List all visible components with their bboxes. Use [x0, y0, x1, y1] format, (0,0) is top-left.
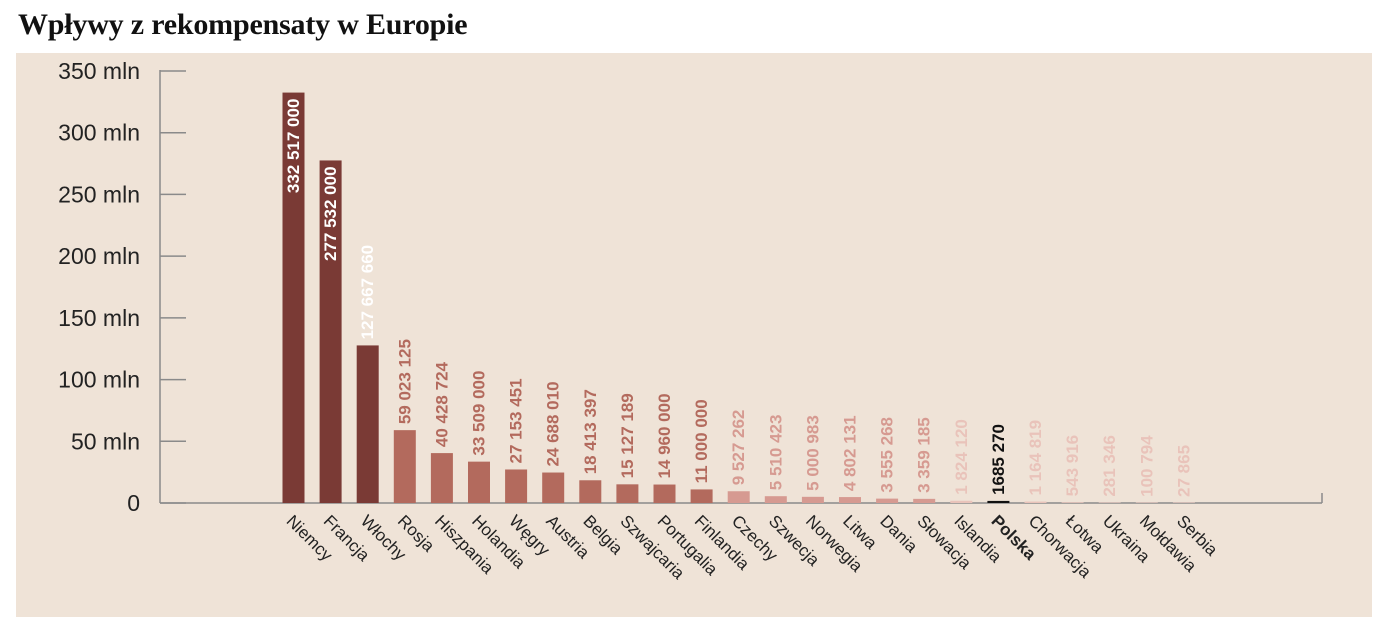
value-label: 27 865: [1174, 445, 1193, 497]
chart-panel: [16, 53, 1372, 617]
bar-dania: [876, 498, 899, 503]
y-tick-label: 50 mln: [71, 428, 140, 454]
value-labels: 332 517 000 277 532 000 127 667 660 59 023 …: [284, 99, 1193, 497]
value-label: 332 517 000: [284, 99, 303, 194]
value-label: 9 527 262: [729, 410, 748, 486]
bar-ukraina: [1098, 502, 1121, 503]
bar-islandia: [950, 500, 973, 503]
bar-węgry: [505, 469, 528, 503]
bar-norwegia: [801, 496, 824, 503]
bar-chorwacja: [1024, 501, 1047, 503]
value-label: 1685 270: [989, 424, 1008, 495]
value-label: 127 667 660: [358, 245, 377, 340]
value-label: 1 824 120: [952, 419, 971, 495]
bar-hiszpania: [430, 453, 453, 503]
value-label: 11 000 000: [692, 399, 711, 483]
bar-szwajcaria: [616, 484, 639, 503]
bar-austria: [542, 472, 565, 503]
bar-szwecja: [764, 496, 787, 503]
value-label: 1 164 819: [1026, 420, 1045, 496]
value-label: 281 346: [1100, 435, 1119, 496]
bar-portugalia: [653, 484, 676, 503]
bar-mołdawia: [1135, 502, 1158, 503]
y-tick-label: 250 mln: [58, 181, 140, 207]
value-label: 4 802 131: [841, 415, 860, 491]
bar-holandia: [468, 461, 490, 503]
value-label: 18 413 397: [581, 389, 600, 474]
y-tick-label: 200 mln: [58, 243, 140, 269]
bars: [282, 92, 1195, 504]
bar-włochy: [356, 345, 379, 503]
y-tick-label: 0: [127, 490, 140, 516]
chart-title: Wpływy z rekompensaty w Europie: [18, 8, 468, 41]
y-tick-label: 150 mln: [58, 305, 140, 331]
y-tick-label: 300 mln: [58, 120, 140, 146]
bar-litwa: [839, 497, 861, 503]
y-tick-label: 100 mln: [58, 367, 140, 393]
value-label: 277 532 000: [321, 166, 340, 261]
value-label: 543 916: [1063, 435, 1082, 496]
category-label: Dania: [876, 511, 921, 556]
value-label: 59 023 125: [395, 339, 414, 424]
bar-łotwa: [1061, 502, 1084, 503]
value-label: 24 688 010: [544, 381, 563, 466]
y-tick-label: 350 mln: [58, 58, 140, 84]
bar-francja: [319, 160, 342, 503]
axes: 0 50 mln 100 mln 150 mln 200 mln 250 mln 300 m…: [58, 58, 1323, 516]
value-label: 33 509 000: [470, 371, 489, 456]
bar-polska: [987, 500, 1010, 503]
value-label: 40 428 724: [432, 361, 451, 447]
value-label: 14 960 000: [655, 393, 674, 478]
bar-słowacja: [913, 498, 936, 503]
bar-belgia: [579, 480, 602, 503]
value-label: 3 555 268: [878, 417, 897, 493]
value-label: 5 510 423: [766, 415, 785, 491]
bar-czechy: [727, 491, 750, 503]
value-label: 15 127 189: [618, 393, 637, 478]
value-label: 27 153 451: [507, 378, 526, 463]
bar-niemcy: [282, 92, 305, 504]
value-label: 3 359 185: [915, 417, 934, 493]
category-labels: NiemcyFrancjaWłochyRosjaHiszpaniaHolandi…: [283, 511, 1222, 583]
bar-rosja: [393, 430, 416, 503]
value-label: 5 000 983: [803, 415, 822, 491]
value-label: 100 794: [1137, 435, 1156, 497]
bar-serbia: [1172, 502, 1195, 503]
bar-finlandia: [690, 489, 713, 503]
